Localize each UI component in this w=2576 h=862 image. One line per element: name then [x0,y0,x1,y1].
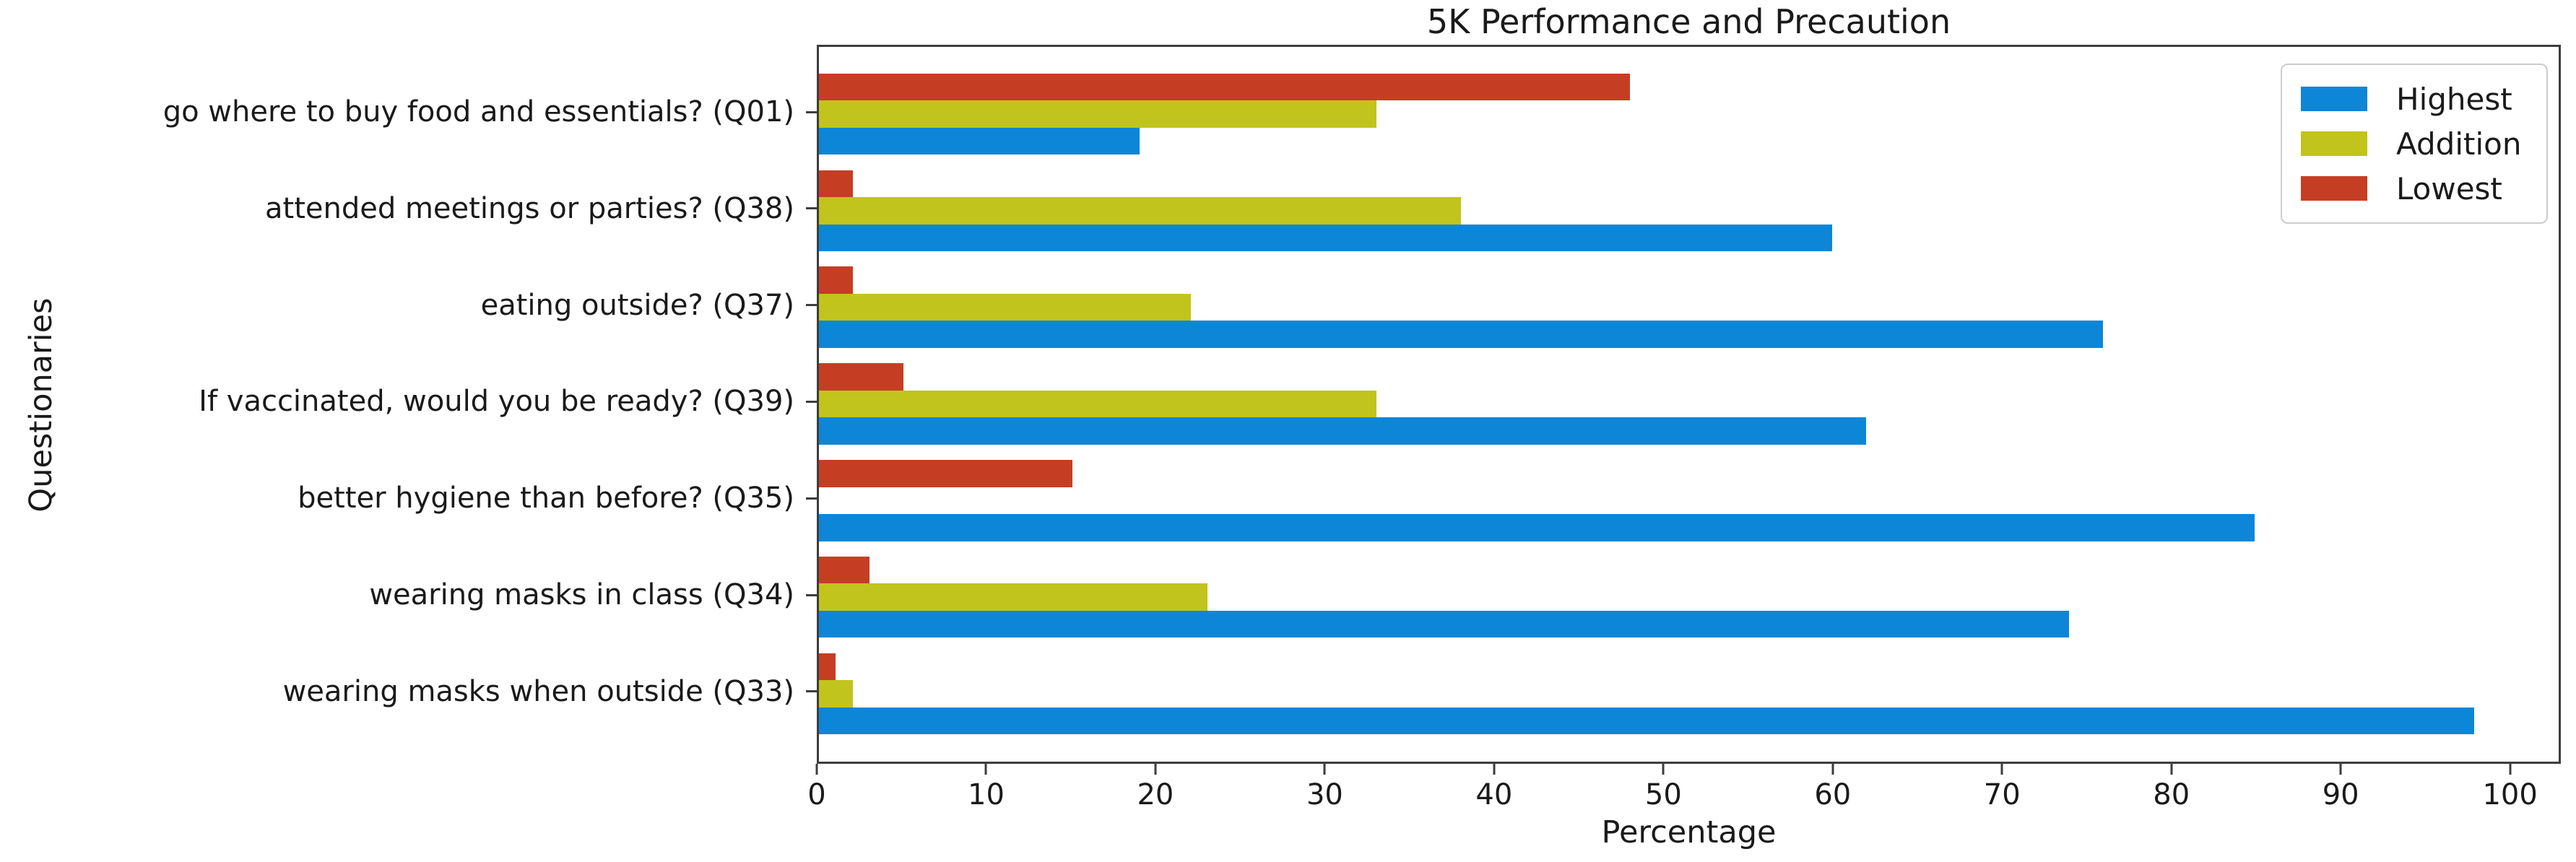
category-label: If vaccinated, would you be ready? (Q39) [199,385,794,419]
bar-highest-2 [819,224,1833,252]
x-tick-mark [2339,764,2342,775]
category-label: better hygiene than before? (Q35) [298,482,794,515]
chart-title: 5K Performance and Precaution [1426,2,1951,41]
x-axis-label: Percentage [1601,814,1777,850]
plot-area [817,45,2561,764]
y-tick-mark [806,593,817,596]
bar-highest-6 [819,610,2069,638]
x-tick-mark [1831,764,1834,775]
x-tick-label: 20 [1137,778,1174,811]
bar-addition-1 [819,100,1376,128]
x-tick-label: 80 [2153,778,2190,811]
bar-addition-3 [819,293,1191,321]
x-tick-mark [1154,764,1157,775]
bar-addition-2 [819,197,1461,225]
category-label: attended meetings or parties? (Q38) [265,191,794,225]
x-tick-label: 40 [1475,778,1513,811]
x-tick-mark [1493,764,1496,775]
x-tick-mark [984,764,987,775]
x-tick-label: 100 [2482,778,2538,811]
bar-addition-7 [819,680,853,708]
y-tick-mark [806,207,817,210]
bar-highest-3 [819,321,2103,348]
y-tick-mark [806,497,817,500]
x-tick-label: 0 [807,778,826,811]
legend-swatch-addition [2301,131,2367,156]
x-tick-label: 10 [968,778,1005,811]
x-tick-mark [2000,764,2003,775]
legend-item-highest: Highest [2301,82,2528,117]
bar-lowest-7 [819,653,836,681]
bar-addition-6 [819,583,1207,611]
y-axis-label: Questionaries [23,297,59,513]
category-label: eating outside? (Q37) [480,288,794,322]
category-label: wearing masks when outside (Q33) [282,674,794,708]
y-tick-mark [806,110,817,113]
y-tick-mark [806,400,817,403]
bar-lowest-4 [819,363,903,391]
x-tick-mark [2170,764,2173,775]
bar-highest-1 [819,127,1140,155]
bar-highest-5 [819,514,2255,541]
category-label: go where to buy food and essentials? (Q0… [162,95,794,129]
legend-item-lowest: Lowest [2301,171,2528,206]
category-label: wearing masks in class (Q34) [369,578,794,612]
x-tick-mark [1323,764,1326,775]
x-tick-mark [815,764,818,775]
x-tick-mark [1662,764,1665,775]
x-tick-label: 30 [1306,778,1343,811]
bar-highest-7 [819,707,2475,735]
x-tick-label: 60 [1814,778,1852,811]
bar-lowest-2 [819,170,853,198]
legend-label: Lowest [2396,170,2502,206]
x-tick-mark [2509,764,2512,775]
x-tick-label: 50 [1644,778,1682,811]
legend: Highest Addition Lowest [2281,64,2548,224]
x-axis-ticks: 0 10 20 30 40 50 60 70 80 90 100 [807,764,2561,822]
y-tick-mark [806,304,817,307]
legend-item-addition: Addition [2301,126,2528,162]
x-tick-label: 90 [2322,778,2359,811]
y-tick-mark [806,690,817,693]
bar-addition-4 [819,390,1376,418]
bar-lowest-5 [819,460,1072,487]
legend-swatch-highest [2301,87,2367,111]
bar-lowest-3 [819,266,853,294]
legend-swatch-lowest [2301,176,2367,201]
bar-lowest-6 [819,556,870,584]
x-tick-label: 70 [1983,778,2021,811]
bar-lowest-1 [819,73,1630,101]
bar-highest-4 [819,417,1867,445]
legend-label: Addition [2396,126,2522,162]
legend-label: Highest [2396,81,2512,117]
